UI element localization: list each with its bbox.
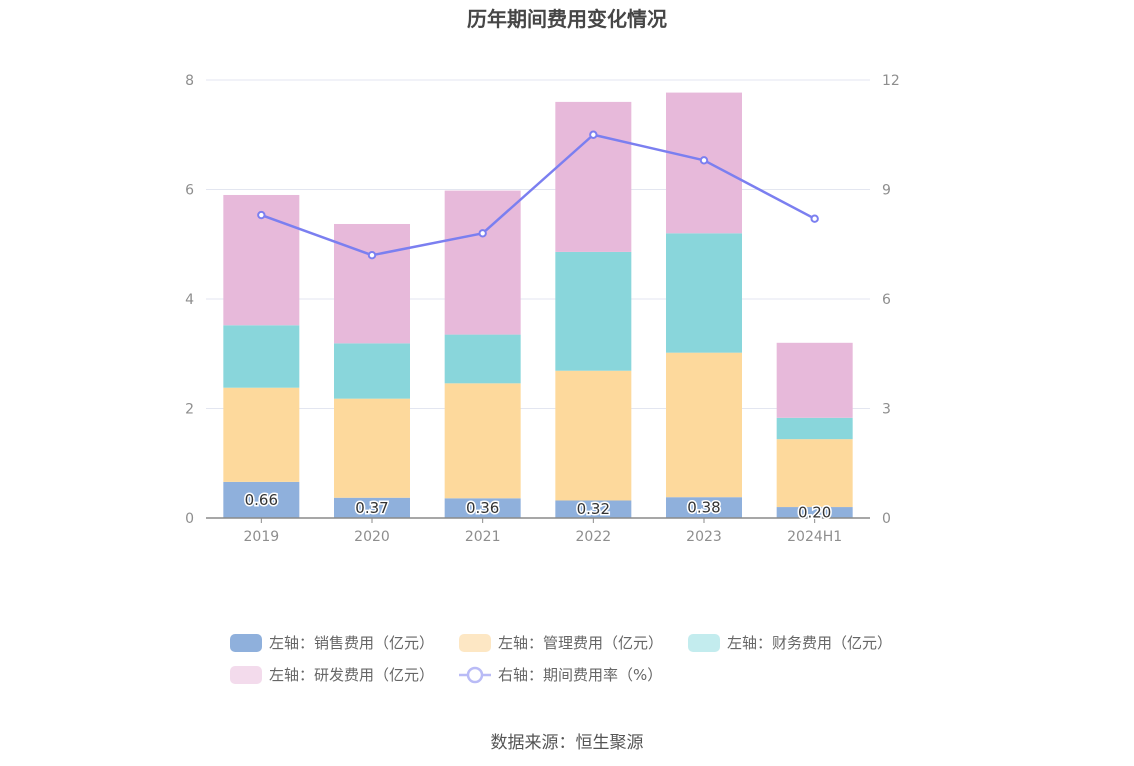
- bar-data-label: 0.36: [466, 499, 499, 517]
- legend-label: 左轴：销售费用（亿元）: [269, 634, 434, 652]
- legend-swatch: [230, 634, 262, 652]
- bar-segment: [776, 342, 853, 418]
- line-series: [257, 130, 819, 260]
- bar-segment: [666, 233, 742, 353]
- left-axis-tick-label: 4: [185, 292, 194, 308]
- bar-series: [223, 92, 853, 518]
- right-axis-tick-label: 0: [882, 511, 891, 527]
- source-note: 数据来源：恒生聚源: [491, 733, 644, 753]
- bar-data-label: 0.38: [687, 499, 720, 517]
- bar-segment: [334, 497, 410, 518]
- right-axis-tick-label: 9: [882, 183, 891, 199]
- bar-data-label: 0.37: [355, 499, 388, 517]
- bar-segment: [223, 387, 300, 482]
- x-axis-tick-label: 2020: [354, 529, 390, 545]
- x-axis-tick-label: 2021: [465, 529, 501, 545]
- axes: 0 2 4 6 8 0 3 6 9 12 2019 2020 2021 2022 2023 2024H1: [185, 73, 900, 545]
- left-axis-tick-label: 6: [185, 183, 194, 199]
- bar-segment: [776, 507, 853, 518]
- right-axis-tick-label: 12: [882, 73, 900, 89]
- chart-title: 历年期间费用变化情况: [467, 7, 667, 31]
- x-axis-tick-label: 2019: [244, 529, 280, 545]
- bar-data-label: 0.20: [798, 504, 831, 522]
- rate-point: [589, 130, 598, 139]
- bar-segment: [555, 500, 632, 518]
- bar-data-label: 0.66: [245, 491, 278, 509]
- bar-data-label: 0.32: [577, 500, 610, 518]
- legend-swatch: [230, 666, 262, 684]
- bar-segment: [334, 398, 410, 498]
- rate-point: [478, 229, 487, 238]
- bar-segment: [555, 101, 632, 252]
- bar-segment: [334, 343, 410, 399]
- legend: 左轴：销售费用（亿元） 左轴：管理费用（亿元） 左轴：财务费用（亿元） 左轴：研发费用…: [230, 634, 892, 684]
- legend-label: 左轴：财务费用（亿元）: [727, 634, 892, 652]
- legend-swatch: [688, 634, 720, 652]
- data-labels: 0.66 0.37 0.36 0.32 0.38 0.20: [243, 489, 833, 523]
- bar-segment: [223, 481, 300, 518]
- gridlines: [206, 79, 870, 409]
- left-axis-tick-label: 8: [185, 73, 194, 89]
- bar-segment: [666, 497, 742, 518]
- x-axis-tick-label: 2022: [576, 529, 612, 545]
- bar-segment: [555, 251, 632, 371]
- bar-segment: [444, 383, 521, 499]
- rate-point: [810, 214, 819, 223]
- rate-point: [699, 156, 709, 165]
- x-axis-tick-label: 2024H1: [787, 529, 842, 545]
- legend-label: 左轴：管理费用（亿元）: [498, 634, 663, 652]
- bar-segment: [666, 352, 742, 498]
- bar-segment: [444, 334, 521, 384]
- bar-segment: [223, 325, 300, 388]
- bar-segment: [334, 223, 410, 344]
- rate-point: [367, 251, 377, 260]
- rate-point: [257, 210, 266, 220]
- left-axis-tick-label: 0: [185, 511, 194, 527]
- right-axis-tick-label: 3: [882, 402, 891, 418]
- bar-segment: [444, 498, 521, 518]
- legend-label: 左轴：研发费用（亿元）: [269, 666, 434, 684]
- bar-segment: [776, 417, 853, 440]
- bar-segment: [555, 370, 632, 501]
- bar-segment: [444, 190, 521, 335]
- legend-swatch: [459, 634, 491, 652]
- bar-segment: [776, 439, 853, 508]
- legend-marker: [466, 666, 484, 684]
- x-axis-tick-label: 2023: [686, 529, 722, 545]
- left-axis-tick-label: 2: [185, 402, 194, 418]
- rate-line: [260, 133, 816, 257]
- legend-label: 右轴：期间费用率（%）: [498, 666, 662, 684]
- right-axis-tick-label: 6: [882, 292, 891, 308]
